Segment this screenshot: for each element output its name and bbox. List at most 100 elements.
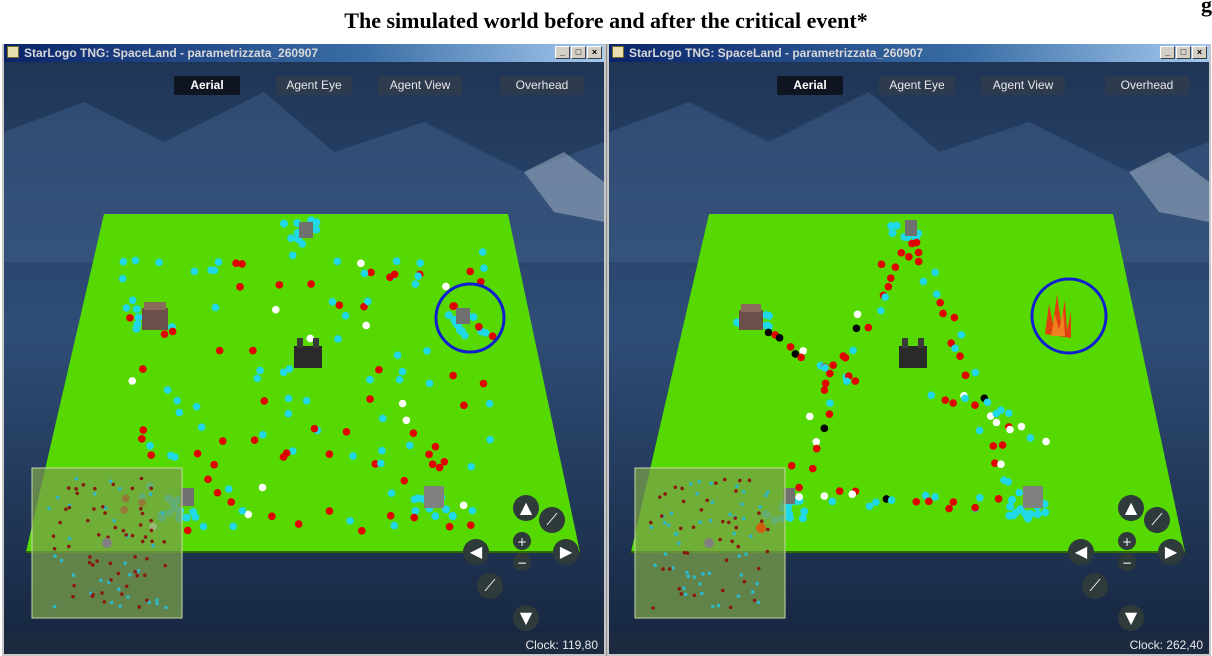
arrow-down-icon[interactable] xyxy=(513,605,539,631)
agent-dot xyxy=(941,396,950,404)
agent-dot xyxy=(311,225,320,234)
camera-overhead-button[interactable]: Overhead xyxy=(500,76,584,95)
camera-agent-eye-button[interactable]: Agent Eye xyxy=(879,76,955,95)
camera-agent-view-button[interactable]: Agent View xyxy=(378,76,462,95)
3d-viewport[interactable]: ▲ ▼ ◀ ▶ + − ⟋ ⟋ Aerial Agent Eye Agent View Ove… xyxy=(609,62,1209,654)
rotate-left-icon[interactable] xyxy=(477,573,503,599)
zoom-out-icon[interactable] xyxy=(1118,553,1136,571)
agent-dot xyxy=(853,310,862,319)
camera-aerial-button[interactable]: Aerial xyxy=(777,76,843,95)
agent-dot xyxy=(328,298,337,306)
rotate-right-icon[interactable] xyxy=(539,507,565,533)
close-button[interactable]: × xyxy=(1192,46,1207,59)
minimap-agent-dot xyxy=(685,570,689,575)
arrow-down-icon[interactable] xyxy=(1118,605,1144,631)
agent-dot xyxy=(775,334,784,342)
agent-dot xyxy=(289,447,297,455)
camera-agent-view-button[interactable]: Agent View xyxy=(981,76,1065,95)
rotate-left-icon[interactable] xyxy=(1082,573,1108,599)
camera-overhead-button[interactable]: Overhead xyxy=(1105,76,1189,95)
agent-dot xyxy=(997,460,1005,469)
minimap-agent-dot xyxy=(143,573,147,578)
agent-dot xyxy=(1041,508,1050,517)
minimap-agent-dot xyxy=(155,598,159,602)
minimap-agent-dot xyxy=(81,482,86,487)
clock-readout: Clock: 119,80 xyxy=(525,638,599,652)
agent-dot xyxy=(238,260,246,268)
arrow-left-icon[interactable] xyxy=(463,539,489,565)
minimap-agent-dot xyxy=(659,514,664,518)
agent-dot xyxy=(843,377,851,386)
agent-dot xyxy=(410,513,419,522)
minimap-agent-dot xyxy=(100,591,104,595)
title-bar[interactable]: StarLogo TNG: SpaceLand - parametrizzata… xyxy=(609,44,1209,62)
minimap-agent-dot xyxy=(732,531,736,536)
agent-dot xyxy=(945,504,953,513)
rotate-right-icon[interactable] xyxy=(1144,507,1170,533)
minimap-agent-dot xyxy=(112,518,117,523)
agent-dot xyxy=(475,323,483,331)
minimap-agent-dot xyxy=(109,600,114,605)
agent-dot xyxy=(126,314,134,322)
zoom-in-icon-glyph: + xyxy=(1122,535,1132,549)
minimap-agent-dot xyxy=(708,518,713,523)
agent-dot xyxy=(997,406,1005,414)
camera-agent-eye-button[interactable]: Agent Eye xyxy=(276,76,352,95)
agent-dot xyxy=(425,450,433,459)
camera-aerial-button[interactable]: Aerial xyxy=(174,76,240,95)
minimap-agent-dot xyxy=(103,511,107,515)
agent-dot xyxy=(260,397,269,405)
3d-viewport[interactable]: ▲ ▼ ◀ ▶ + − ⟋ ⟋ Aerial Agent Eye Agent View Ove… xyxy=(4,62,604,654)
minimap-agent-dot xyxy=(744,552,748,556)
minimap-agent-dot xyxy=(52,604,57,609)
agent-dot xyxy=(360,269,369,278)
agent-dot xyxy=(138,435,146,443)
arrow-up-icon[interactable] xyxy=(1118,495,1144,521)
arrow-left-icon[interactable] xyxy=(1068,539,1094,565)
minimize-button[interactable]: _ xyxy=(555,46,570,59)
agent-dot xyxy=(1017,422,1026,431)
minimap-agent-dot xyxy=(123,561,127,566)
agent-dot xyxy=(341,311,350,320)
zoom-out-icon[interactable] xyxy=(513,553,531,571)
minimap-agent-dot xyxy=(701,572,705,576)
minimap-agent-dot xyxy=(71,594,75,599)
agent-dot xyxy=(362,321,371,330)
minimap-agent-dot xyxy=(730,539,734,544)
zoom-in-icon[interactable] xyxy=(513,532,531,550)
minimap-agent-dot xyxy=(710,500,715,504)
agent-dot xyxy=(951,344,959,353)
maximize-button[interactable]: □ xyxy=(571,46,586,59)
agent-dot xyxy=(764,311,773,320)
agent-dot xyxy=(764,328,773,337)
agent-dot xyxy=(197,423,206,432)
agent-dot xyxy=(460,401,468,410)
maximize-button[interactable]: □ xyxy=(1176,46,1191,59)
agent-dot xyxy=(921,491,930,500)
minimap-agent-dot xyxy=(108,561,113,566)
arrow-right-icon[interactable] xyxy=(1158,539,1184,565)
agent-dot xyxy=(488,332,497,340)
minimap-agent-dot xyxy=(695,491,700,496)
arrow-up-icon[interactable] xyxy=(513,495,539,521)
minimap-agent-dot xyxy=(748,534,753,539)
minimap-agent-dot xyxy=(663,552,668,556)
close-button[interactable]: × xyxy=(587,46,602,59)
figure-caption: The simulated world before and after the… xyxy=(344,8,868,33)
minimap-agent-dot xyxy=(677,541,681,546)
agent-dot xyxy=(253,374,262,383)
agent-dot xyxy=(213,488,222,497)
agent-dot xyxy=(912,238,921,247)
agent-dot xyxy=(825,410,834,418)
agent-dot xyxy=(398,399,407,408)
agent-dot xyxy=(335,301,344,309)
agent-dot xyxy=(363,297,372,306)
zoom-in-icon[interactable] xyxy=(1118,532,1136,550)
agent-dot xyxy=(821,363,829,372)
agent-dot xyxy=(450,302,458,310)
title-bar[interactable]: StarLogo TNG: SpaceLand - parametrizzata… xyxy=(4,44,604,62)
minimize-button[interactable]: _ xyxy=(1160,46,1175,59)
arrow-right-icon[interactable] xyxy=(553,539,579,565)
agent-dot xyxy=(139,365,147,373)
minimap-agent-dot xyxy=(163,563,167,568)
